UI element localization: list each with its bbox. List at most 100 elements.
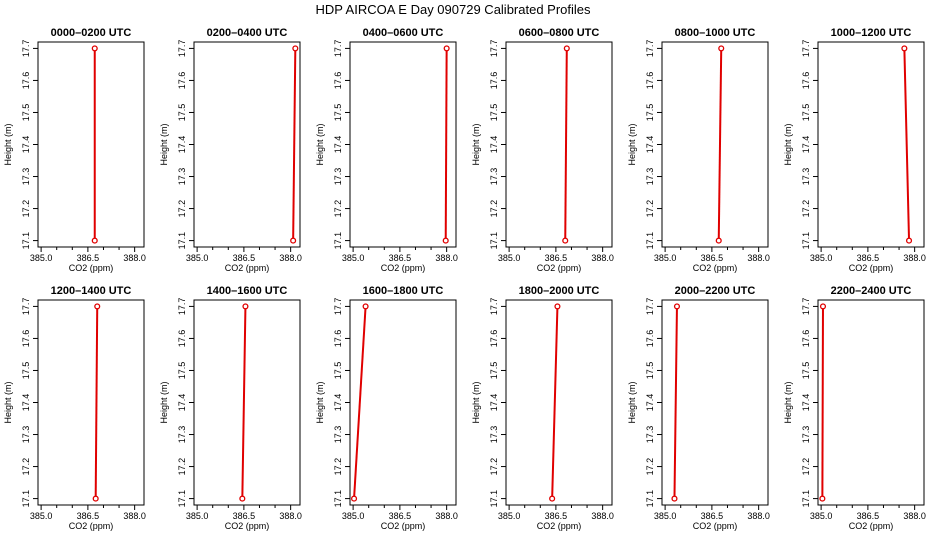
y-tick-label: 17.5 bbox=[177, 104, 187, 122]
y-tick-label: 17.7 bbox=[21, 40, 31, 58]
x-tick-label: 388.0 bbox=[279, 253, 302, 263]
y-tick-label: 17.4 bbox=[21, 136, 31, 154]
x-tick-label: 385.0 bbox=[654, 511, 677, 521]
x-tick-label: 385.0 bbox=[498, 511, 521, 521]
data-point bbox=[239, 495, 246, 502]
y-tick-label: 17.6 bbox=[801, 72, 811, 90]
x-tick-label: 388.0 bbox=[591, 253, 614, 263]
x-tick-label: 388.0 bbox=[747, 511, 770, 521]
y-tick-label: 17.2 bbox=[489, 200, 499, 218]
data-point bbox=[443, 45, 450, 52]
panel-title: 2000–2200 UTC bbox=[675, 285, 756, 297]
data-point bbox=[292, 45, 299, 52]
data-point bbox=[563, 45, 570, 52]
y-tick-label: 17.7 bbox=[645, 40, 655, 58]
x-tick-label: 386.5 bbox=[233, 253, 256, 263]
x-axis-label: CO2 (ppm) bbox=[693, 521, 738, 531]
x-tick-label: 385.0 bbox=[186, 253, 209, 263]
data-point bbox=[549, 495, 556, 502]
y-tick-label: 17.5 bbox=[645, 104, 655, 122]
x-tick-label: 385.0 bbox=[342, 253, 365, 263]
data-point bbox=[362, 303, 369, 310]
profile-line bbox=[444, 48, 448, 241]
y-axis-label: Height (m) bbox=[783, 381, 793, 423]
y-tick-label: 17.4 bbox=[489, 394, 499, 412]
y-axis-label: Height (m) bbox=[471, 381, 481, 423]
y-axis-label: Height (m) bbox=[159, 123, 169, 165]
x-axis-label: CO2 (ppm) bbox=[225, 521, 270, 531]
profile-line bbox=[94, 306, 99, 499]
panel-title: 0600–0800 UTC bbox=[519, 27, 600, 39]
data-point bbox=[901, 45, 908, 52]
x-tick-label: 388.0 bbox=[123, 511, 146, 521]
y-tick-label: 17.5 bbox=[333, 362, 343, 380]
panel: 1400–1600 UTC 385.0 386.5 388.0 CO2 (ppm) 17.… bbox=[159, 285, 302, 531]
data-point bbox=[91, 237, 98, 244]
y-tick-label: 17.1 bbox=[801, 232, 811, 250]
y-tick-label: 17.2 bbox=[21, 200, 31, 218]
profile-line bbox=[717, 48, 723, 241]
x-tick-label: 386.5 bbox=[701, 511, 724, 521]
data-point bbox=[673, 303, 681, 310]
x-tick-label: 388.0 bbox=[435, 511, 458, 521]
y-tick-label: 17.7 bbox=[801, 298, 811, 316]
x-axis-label: CO2 (ppm) bbox=[381, 521, 426, 531]
x-tick-label: 386.5 bbox=[857, 511, 880, 521]
y-tick-label: 17.7 bbox=[645, 298, 655, 316]
y-tick-label: 17.4 bbox=[177, 394, 187, 412]
y-tick-label: 17.5 bbox=[21, 104, 31, 122]
y-axis-label: Height (m) bbox=[159, 381, 169, 423]
profile-line bbox=[353, 306, 367, 499]
panel: 2200–2400 UTC 385.0 386.5 388.0 CO2 (ppm) 17.… bbox=[783, 285, 926, 531]
y-tick-label: 17.2 bbox=[489, 458, 499, 476]
y-tick-label: 17.3 bbox=[489, 426, 499, 444]
x-tick-label: 388.0 bbox=[747, 253, 770, 263]
y-tick-label: 17.5 bbox=[333, 104, 343, 122]
panel-title: 0400–0600 UTC bbox=[363, 27, 444, 39]
data-point bbox=[290, 237, 297, 244]
data-point bbox=[92, 495, 99, 502]
panel: 0400–0600 UTC 385.0 386.5 388.0 CO2 (ppm) 17.… bbox=[315, 27, 458, 273]
y-tick-label: 17.3 bbox=[645, 426, 655, 444]
x-axis-label: CO2 (ppm) bbox=[69, 521, 114, 531]
panels: 0000–0200 UTC 385.0 386.5 388.0 CO2 (ppm) 17.… bbox=[3, 27, 926, 531]
y-tick-label: 17.2 bbox=[177, 200, 187, 218]
y-tick-label: 17.6 bbox=[801, 330, 811, 348]
panel-title: 0800–1000 UTC bbox=[675, 27, 756, 39]
y-tick-label: 17.1 bbox=[489, 232, 499, 250]
y-tick-label: 17.5 bbox=[489, 104, 499, 122]
x-tick-label: 386.5 bbox=[545, 511, 568, 521]
x-tick-label: 386.5 bbox=[857, 253, 880, 263]
y-tick-label: 17.7 bbox=[489, 40, 499, 58]
y-tick-label: 17.7 bbox=[177, 298, 187, 316]
x-tick-label: 386.5 bbox=[233, 511, 256, 521]
y-axis-label: Height (m) bbox=[627, 123, 637, 165]
data-point bbox=[91, 45, 98, 52]
y-tick-label: 17.3 bbox=[801, 168, 811, 186]
y-tick-label: 17.2 bbox=[333, 458, 343, 476]
y-tick-label: 17.5 bbox=[801, 104, 811, 122]
y-tick-label: 17.7 bbox=[177, 40, 187, 58]
data-point bbox=[94, 303, 101, 310]
y-tick-label: 17.1 bbox=[21, 232, 31, 250]
x-tick-label: 388.0 bbox=[591, 511, 614, 521]
profile-line bbox=[564, 48, 568, 241]
x-axis-label: CO2 (ppm) bbox=[537, 521, 582, 531]
y-tick-label: 17.4 bbox=[801, 136, 811, 154]
data-point bbox=[905, 237, 913, 244]
panel-title: 1800–2000 UTC bbox=[519, 285, 600, 297]
y-tick-label: 17.6 bbox=[489, 330, 499, 348]
y-tick-label: 17.6 bbox=[645, 72, 655, 90]
x-tick-label: 385.0 bbox=[654, 253, 677, 263]
panel: 0200–0400 UTC 385.0 386.5 388.0 CO2 (ppm) 17.… bbox=[159, 27, 302, 273]
y-tick-label: 17.3 bbox=[801, 426, 811, 444]
x-axis-label: CO2 (ppm) bbox=[849, 521, 894, 531]
panel: 0800–1000 UTC 385.0 386.5 388.0 CO2 (ppm) 17.… bbox=[627, 27, 770, 273]
x-tick-label: 386.5 bbox=[77, 511, 100, 521]
y-tick-label: 17.1 bbox=[333, 490, 343, 508]
data-point bbox=[715, 237, 722, 244]
data-point bbox=[442, 237, 449, 244]
y-tick-label: 17.2 bbox=[801, 200, 811, 218]
